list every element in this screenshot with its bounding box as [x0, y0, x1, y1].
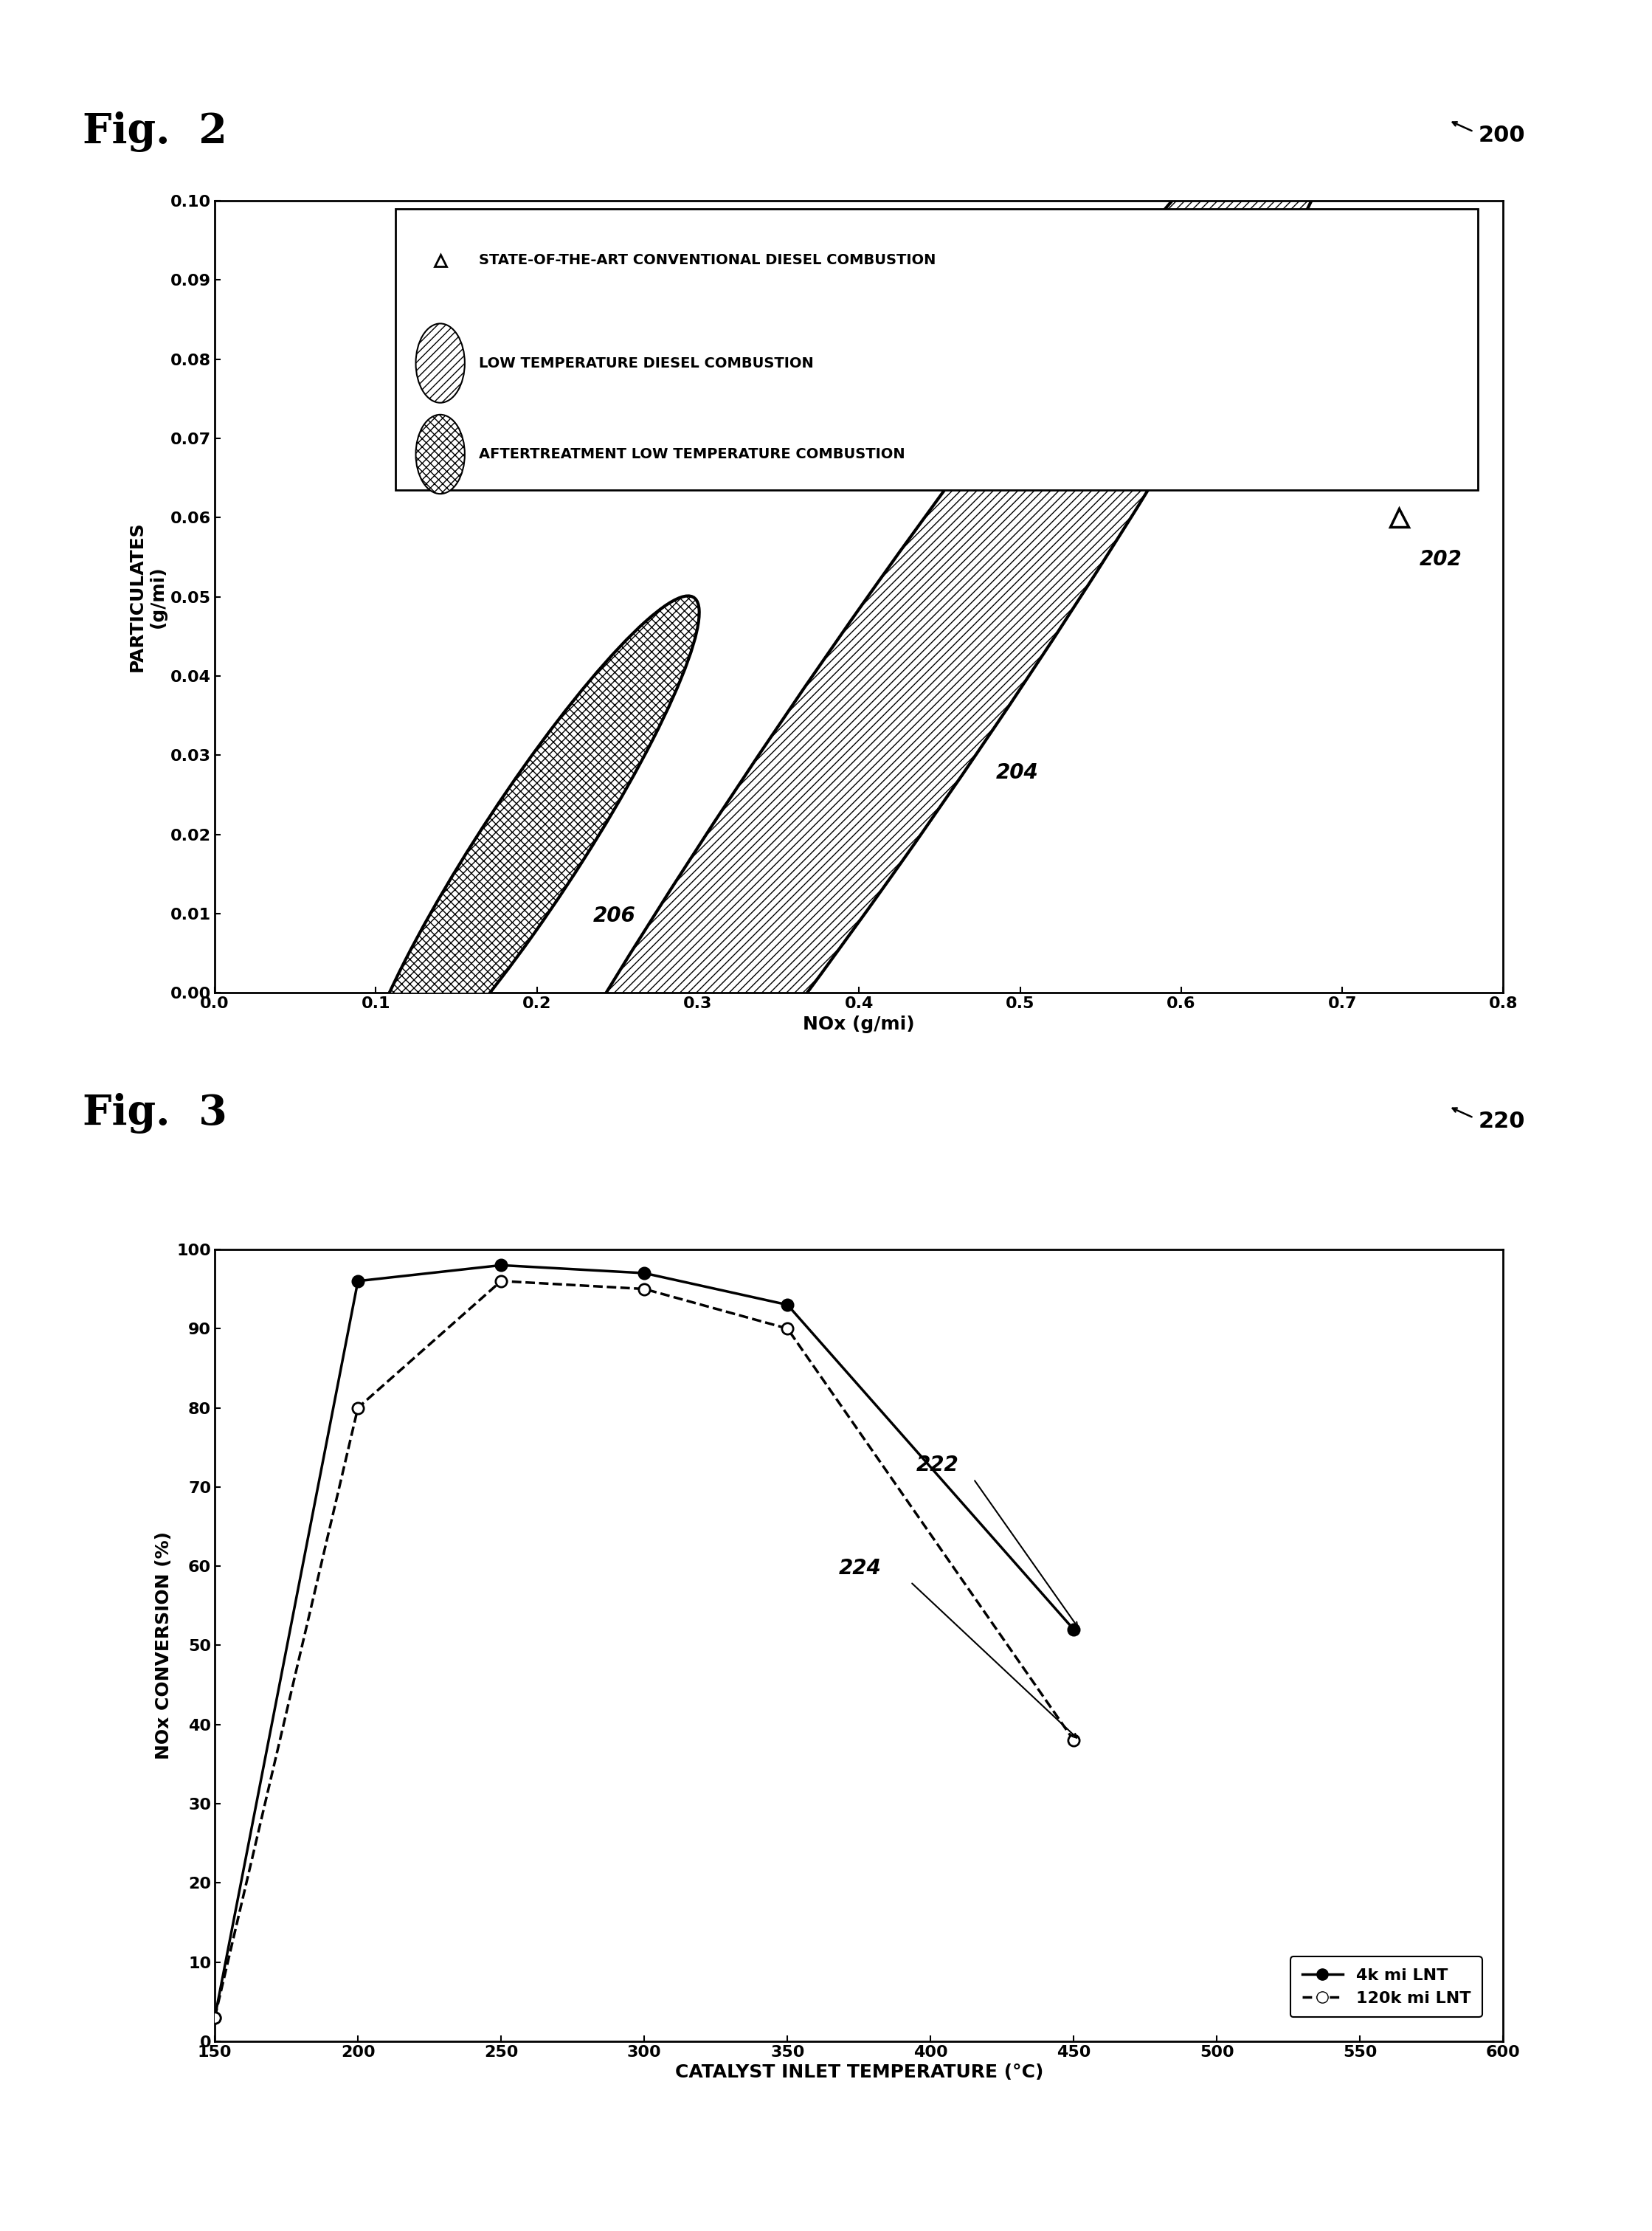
- Text: 206: 206: [593, 906, 636, 926]
- Text: 224: 224: [839, 1557, 882, 1580]
- Text: 222: 222: [917, 1455, 958, 1475]
- Text: 200: 200: [1479, 125, 1525, 147]
- Text: 204: 204: [996, 763, 1039, 783]
- FancyBboxPatch shape: [395, 210, 1477, 491]
- Text: Fig.  3: Fig. 3: [83, 1093, 226, 1133]
- Legend: 4k mi LNT, 120k mi LNT: 4k mi LNT, 120k mi LNT: [1290, 1957, 1482, 2017]
- Text: STATE-OF-THE-ART CONVENTIONAL DIESEL COMBUSTION: STATE-OF-THE-ART CONVENTIONAL DIESEL COM…: [479, 252, 937, 268]
- Text: 202: 202: [1419, 549, 1462, 569]
- X-axis label: NOx (g/mi): NOx (g/mi): [803, 1015, 915, 1033]
- Text: LOW TEMPERATURE DIESEL COMBUSTION: LOW TEMPERATURE DIESEL COMBUSTION: [479, 357, 814, 370]
- Ellipse shape: [403, 40, 1363, 1423]
- Y-axis label: PARTICULATES
(g/mi): PARTICULATES (g/mi): [129, 522, 167, 672]
- Text: Fig.  2: Fig. 2: [83, 112, 226, 152]
- Ellipse shape: [416, 323, 464, 404]
- Ellipse shape: [358, 596, 699, 1104]
- Ellipse shape: [416, 415, 464, 493]
- Y-axis label: NOx CONVERSION (%): NOx CONVERSION (%): [155, 1530, 172, 1760]
- X-axis label: CATALYST INLET TEMPERATURE (°C): CATALYST INLET TEMPERATURE (°C): [674, 2064, 1044, 2082]
- Text: AFTERTREATMENT LOW TEMPERATURE COMBUSTION: AFTERTREATMENT LOW TEMPERATURE COMBUSTIO…: [479, 446, 905, 462]
- Text: 220: 220: [1479, 1111, 1525, 1133]
